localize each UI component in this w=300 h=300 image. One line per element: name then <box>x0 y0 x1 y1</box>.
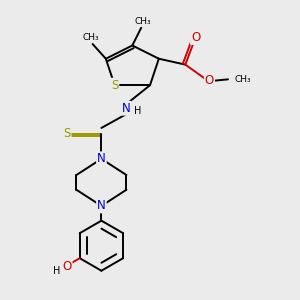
Text: S: S <box>111 79 118 92</box>
Text: S: S <box>63 127 70 140</box>
Text: CH₃: CH₃ <box>235 75 251 84</box>
Text: N: N <box>97 152 106 165</box>
Text: N: N <box>122 102 131 115</box>
Text: H: H <box>134 106 141 116</box>
Text: H: H <box>53 266 61 277</box>
Text: O: O <box>191 31 200 44</box>
Text: N: N <box>97 200 106 212</box>
Text: O: O <box>62 260 72 273</box>
Text: CH₃: CH₃ <box>83 33 99 42</box>
Text: CH₃: CH₃ <box>134 17 151 26</box>
Text: O: O <box>205 74 214 87</box>
